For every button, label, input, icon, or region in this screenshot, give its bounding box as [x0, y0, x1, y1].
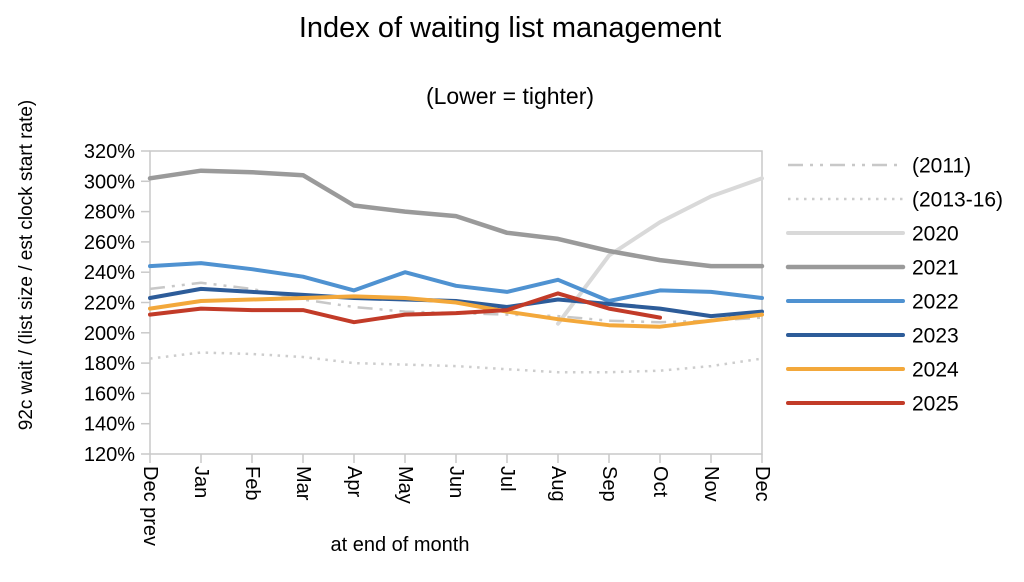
x-tick-label: Jul: [496, 466, 518, 492]
series-2022: [148, 261, 764, 303]
x-tick-label: Jun: [445, 466, 467, 498]
legend-label: 2020: [912, 223, 959, 246]
y-tick-label: 140%: [84, 414, 135, 436]
legend-label: (2011): [912, 155, 971, 178]
chart-subtitle: (Lower = tighter): [426, 83, 594, 109]
legend-entry-2022: 2022: [786, 291, 959, 314]
legend-entry-2020: 2020: [786, 223, 959, 246]
x-tick-label: Dec: [751, 466, 773, 502]
x-axis-label: at end of month: [331, 534, 470, 556]
x-tick-label: Dec prev: [139, 466, 161, 546]
x-tick-label: Aug: [547, 466, 569, 502]
legend-entry-2024: 2024: [786, 359, 959, 382]
legend-entry-2013-16: (2013-16): [788, 189, 1003, 212]
legend-entry-2025: 2025: [786, 393, 959, 416]
x-tick-label: Nov: [700, 466, 722, 502]
legend-label: (2013-16): [912, 189, 1003, 212]
y-tick-label: 260%: [84, 232, 135, 254]
y-axis-label: 92c wait / (list size / est clock start …: [16, 100, 37, 430]
x-tick-label: Sep: [598, 466, 620, 502]
series-line: [149, 351, 763, 374]
y-tick-label: 280%: [84, 202, 135, 224]
chart-title: Index of waiting list management: [299, 12, 721, 44]
x-tick-label: Apr: [343, 466, 365, 497]
series-line: [148, 261, 764, 303]
y-tick-label: 300%: [84, 171, 135, 193]
series-lines: [147, 168, 765, 374]
legend-entry-2011: (2011): [788, 155, 971, 178]
series-2020: [556, 176, 764, 326]
y-tick-label: 160%: [84, 383, 135, 405]
y-tick-label: 180%: [84, 353, 135, 375]
series-line: [148, 291, 662, 325]
series-2024: [148, 294, 764, 329]
y-tick-label: 200%: [84, 323, 135, 345]
series-line: [147, 168, 765, 269]
series-2025: [148, 291, 662, 325]
x-tick-label: Oct: [649, 466, 671, 498]
x-tick-label: Feb: [241, 466, 263, 500]
legend-label: 2021: [912, 257, 959, 280]
legend: (2011) (2013-16) 2020 2021 2022 2023 2024 2025: [785, 155, 1003, 416]
y-tick-label: 320%: [84, 141, 135, 163]
x-tick-label: Jan: [190, 466, 212, 498]
x-tick-label: Mar: [292, 466, 314, 501]
x-tick-label: May: [394, 466, 416, 504]
legend-entry-2021: 2021: [785, 257, 959, 280]
legend-label: 2025: [912, 393, 959, 416]
series-2021: [147, 168, 765, 269]
legend-label: 2022: [912, 291, 959, 314]
y-tick-label: 240%: [84, 262, 135, 284]
y-tick-label: 120%: [84, 444, 135, 466]
y-tick-label: 220%: [84, 293, 135, 315]
series-line: [148, 294, 764, 329]
legend-label: 2024: [912, 359, 959, 382]
series-line: [556, 176, 764, 326]
legend-label: 2023: [912, 325, 959, 348]
axes: 320% 300% 280% 260% 240% 220% 200% 180% 160% 140%…: [84, 141, 773, 546]
series-2013-16: [149, 351, 763, 374]
legend-entry-2023: 2023: [786, 325, 959, 348]
